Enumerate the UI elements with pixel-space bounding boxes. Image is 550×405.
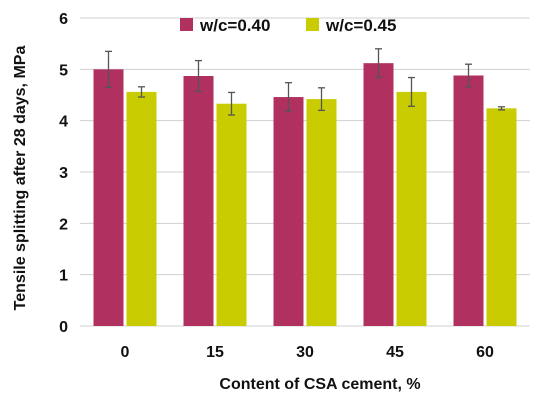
y-axis-ticks: 0 1 2 3 4 5 6	[59, 11, 68, 336]
legend-swatch	[180, 18, 193, 31]
y-tick-label: 5	[59, 62, 68, 79]
bar-wc045-60	[486, 108, 517, 326]
error-bar	[105, 50, 112, 88]
legend-swatch	[306, 18, 319, 31]
bar-wc045-30	[306, 99, 337, 327]
x-tick-label: 0	[121, 344, 130, 361]
bar-wc040-60	[453, 75, 484, 326]
y-tick-label: 6	[59, 11, 68, 28]
bar-wc040-30	[273, 97, 304, 326]
bar-wc045-45	[396, 91, 427, 326]
y-tick-label: 0	[59, 319, 68, 336]
legend-item: w/c=0.45	[306, 16, 396, 35]
x-axis-label: Content of CSA cement, %	[219, 376, 420, 393]
bars	[93, 63, 517, 327]
x-tick-label: 30	[296, 344, 314, 361]
legend: w/c=0.40 w/c=0.45	[180, 16, 396, 35]
x-tick-label: 45	[386, 344, 404, 361]
x-tick-label: 15	[206, 344, 224, 361]
y-tick-label: 2	[59, 216, 68, 233]
x-tick-label: 60	[476, 344, 494, 361]
y-tick-label: 1	[59, 268, 68, 285]
error-bar	[318, 87, 325, 112]
y-axis-label: Tensile splitting after 28 days, MPa	[12, 46, 29, 311]
error-bar	[138, 86, 145, 98]
error-bar	[228, 91, 235, 116]
bar-wc045-15	[216, 103, 247, 326]
error-bar	[498, 106, 505, 111]
x-axis-ticks: 0 15 30 45 60	[121, 344, 494, 361]
bar-wc045-0	[126, 91, 157, 326]
error-bar	[375, 48, 382, 79]
legend-item: w/c=0.40	[180, 16, 270, 35]
y-tick-label: 3	[59, 165, 68, 182]
error-bars	[105, 48, 505, 116]
bar-wc040-45	[363, 63, 394, 326]
error-bar	[465, 63, 472, 88]
legend-label: w/c=0.45	[325, 16, 396, 35]
bar-wc040-15	[183, 76, 214, 326]
error-bar	[285, 82, 292, 113]
bar-wc040-0	[93, 69, 124, 326]
error-bar	[408, 76, 415, 107]
legend-label: w/c=0.40	[199, 16, 270, 35]
y-tick-label: 4	[59, 114, 68, 131]
error-bar	[195, 59, 202, 93]
